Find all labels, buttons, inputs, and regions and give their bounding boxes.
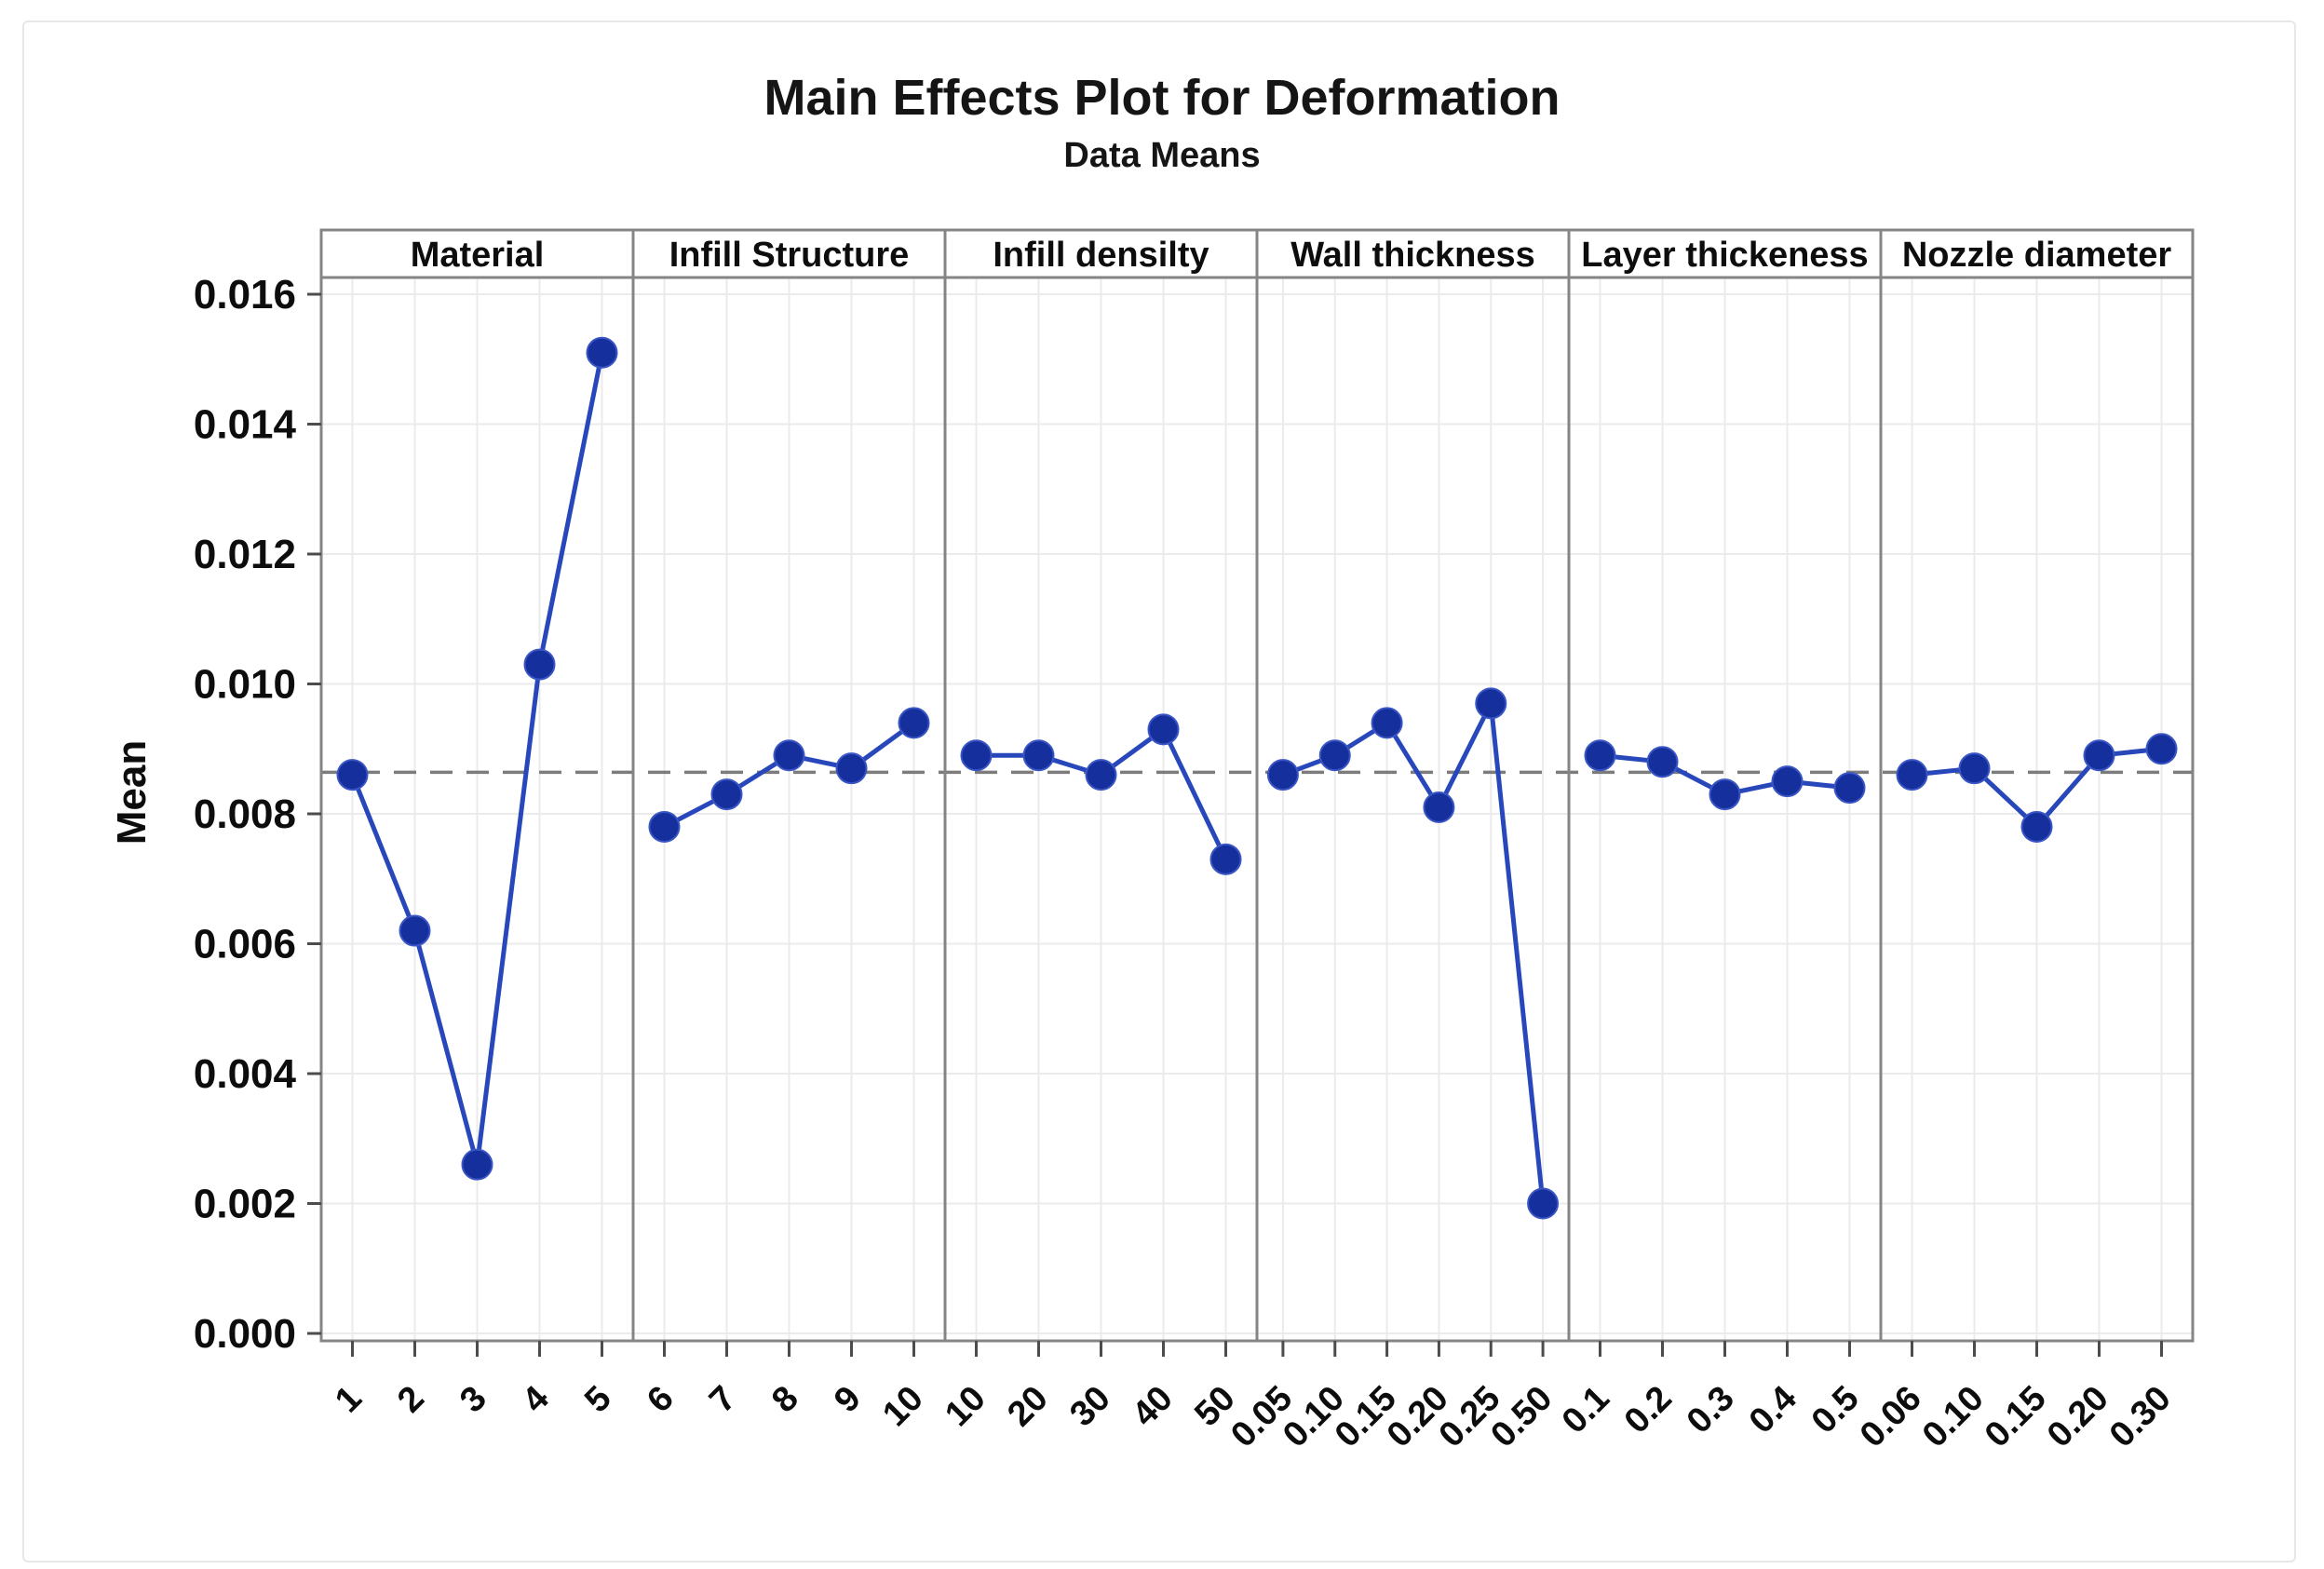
x-tick-label: 30 — [1062, 1379, 1118, 1435]
x-tick-label: 0.4 — [1742, 1379, 1804, 1441]
y-tick-label: 0.004 — [194, 1051, 297, 1097]
data-point — [960, 739, 993, 772]
y-tick-label: 0.008 — [194, 791, 296, 837]
data-point — [1896, 759, 1928, 791]
data-point — [461, 1148, 493, 1181]
data-point — [648, 810, 681, 843]
x-tick-label: 0.15 — [1978, 1379, 2054, 1455]
data-point — [1527, 1187, 1560, 1220]
x-tick-label: 2 — [390, 1379, 432, 1421]
data-point — [773, 739, 805, 772]
data-point — [710, 778, 743, 811]
data-point — [586, 336, 618, 369]
panel-header-label: Infill densilty — [993, 236, 1209, 275]
x-tick-label: 0.10 — [1915, 1379, 1992, 1455]
panel-header-label: Nozzle diameter — [1902, 236, 2172, 275]
data-point — [2083, 739, 2115, 772]
data-point — [1646, 746, 1679, 778]
panel-header-label: Layer thickeness — [1581, 236, 1868, 275]
x-tick-label: 3 — [453, 1379, 494, 1421]
y-tick-label: 0.016 — [194, 272, 296, 318]
x-tick-label: 8 — [764, 1379, 806, 1421]
x-tick-label: 5 — [577, 1379, 619, 1421]
x-tick-label: 10 — [938, 1379, 993, 1435]
data-point — [1147, 713, 1180, 746]
x-tick-label: 4 — [515, 1379, 557, 1421]
x-tick-label: 10 — [875, 1379, 931, 1435]
data-point — [1085, 759, 1117, 791]
data-point — [1584, 739, 1616, 772]
x-tick-label: 0.2 — [1617, 1379, 1680, 1441]
data-point — [898, 707, 930, 739]
data-point — [1423, 791, 1455, 824]
x-tick-label: 0.50 — [1483, 1379, 1560, 1455]
x-tick-label: 40 — [1125, 1379, 1181, 1435]
data-point — [523, 648, 556, 681]
x-tick-label: 1 — [328, 1379, 370, 1421]
data-point — [2145, 733, 2178, 765]
panel-header-label: Wall thickness — [1290, 236, 1535, 275]
data-point — [1771, 765, 1804, 798]
x-tick-label: 0.20 — [2040, 1379, 2116, 1455]
data-point — [399, 914, 431, 947]
x-tick-label: 0.06 — [1853, 1379, 1929, 1455]
x-tick-label: 9 — [827, 1379, 869, 1421]
data-point — [1833, 772, 1866, 805]
x-tick-label: 20 — [1000, 1379, 1056, 1435]
data-point — [1266, 759, 1299, 791]
plot-frame — [319, 228, 2195, 1343]
data-point — [835, 752, 868, 785]
x-tick-label: 0.1 — [1555, 1379, 1617, 1441]
data-point — [1709, 778, 1741, 811]
data-point — [1958, 752, 1991, 785]
y-tick-label: 0.002 — [194, 1182, 296, 1227]
chart-title: Main Effects Plot for Deformation — [763, 70, 1561, 126]
data-point — [1475, 687, 1507, 720]
data-point — [1022, 739, 1055, 772]
x-tick-label: 7 — [702, 1379, 744, 1421]
data-point — [1209, 843, 1242, 875]
data-point — [2020, 810, 2053, 843]
y-tick-label: 0.010 — [194, 662, 296, 708]
y-tick-label: 0.000 — [194, 1311, 296, 1357]
data-point — [1371, 707, 1403, 739]
chart-subtitle: Data Means — [1063, 136, 1261, 175]
y-tick-label: 0.006 — [194, 922, 296, 967]
y-tick-label: 0.012 — [194, 532, 296, 577]
data-point — [1318, 739, 1351, 772]
panel-header-label: Material — [411, 236, 545, 275]
x-tick-label: 6 — [640, 1379, 682, 1421]
x-tick-label: 0.3 — [1680, 1379, 1742, 1441]
panel-header-label: Infill Structure — [669, 236, 910, 275]
data-point — [336, 759, 369, 791]
x-tick-label: 0.30 — [2102, 1379, 2179, 1455]
y-tick-label: 0.014 — [194, 402, 297, 448]
